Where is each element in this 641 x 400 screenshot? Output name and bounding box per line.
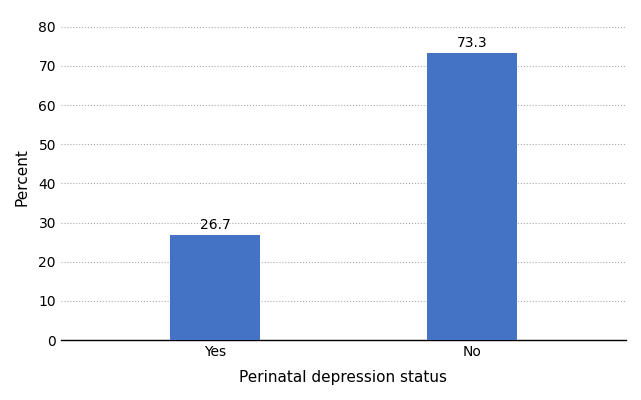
Y-axis label: Percent: Percent <box>15 148 30 206</box>
Bar <box>170 236 260 340</box>
Text: 26.7: 26.7 <box>199 218 230 232</box>
Bar <box>427 53 517 340</box>
Text: 73.3: 73.3 <box>456 36 487 50</box>
X-axis label: Perinatal depression status: Perinatal depression status <box>239 370 447 385</box>
